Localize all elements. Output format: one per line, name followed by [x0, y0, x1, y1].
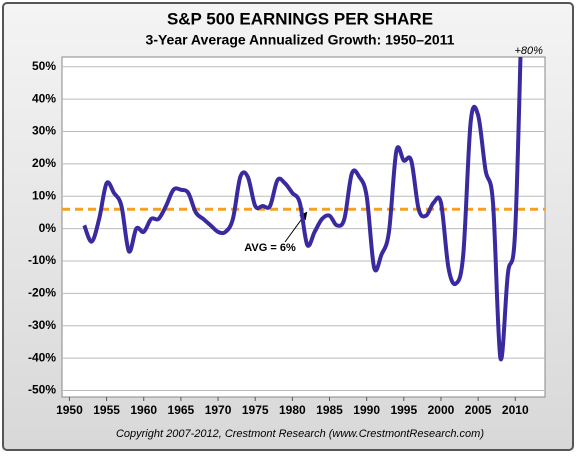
x-tick-label: 1955	[93, 403, 120, 417]
x-tick-label: 1970	[205, 403, 232, 417]
chart-title: S&P 500 EARNINGS PER SHARE	[167, 9, 433, 28]
y-tick-label: 20%	[32, 156, 56, 170]
y-tick-label: -40%	[28, 350, 56, 364]
y-tick-label: 10%	[32, 188, 56, 202]
data-line	[82, 57, 523, 362]
footer: Copyright 2007-2012, Crestmont Research …	[116, 428, 484, 440]
x-tick-label: 1950	[56, 403, 83, 417]
x-tick-label: 1975	[242, 403, 269, 417]
x-tick-label: 1995	[390, 403, 417, 417]
y-tick-label: -30%	[28, 318, 56, 332]
value-label: +80%	[514, 45, 543, 57]
x-tick-label: 2000	[428, 403, 455, 417]
y-tick-label: -50%	[28, 383, 56, 397]
x-tick-label: 1990	[353, 403, 380, 417]
y-tick-label: 0%	[39, 221, 57, 235]
y-tick-label: 40%	[32, 91, 56, 105]
y-tick-label: 30%	[32, 124, 56, 138]
x-tick-label: 2005	[465, 403, 492, 417]
y-tick-label: 50%	[32, 59, 56, 73]
chart-subtitle: 3-Year Average Annualized Growth: 1950–2…	[146, 32, 455, 48]
average-label: AVG = 6%	[244, 242, 296, 254]
y-tick-label: -20%	[28, 286, 56, 300]
x-tick-label: 1960	[130, 403, 157, 417]
x-tick-label: 1965	[168, 403, 195, 417]
x-tick-label: 1985	[316, 403, 343, 417]
x-tick-label: 1980	[279, 403, 306, 417]
y-tick-label: -10%	[28, 253, 56, 267]
x-tick-label: 2010	[502, 403, 529, 417]
